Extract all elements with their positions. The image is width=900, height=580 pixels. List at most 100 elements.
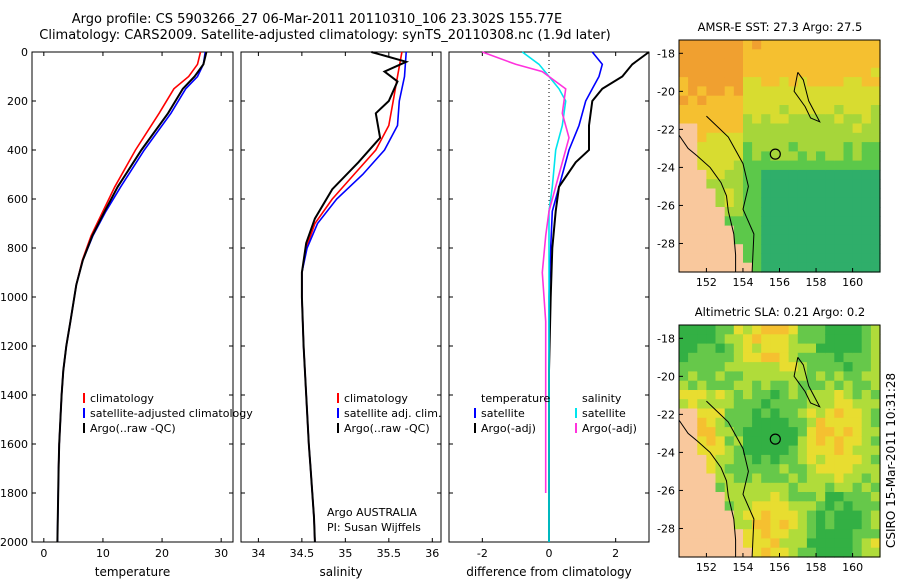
map-cell <box>834 464 844 475</box>
map-cell <box>843 547 854 558</box>
map-cell <box>752 216 762 227</box>
map-cell <box>779 262 790 273</box>
map-cell <box>724 325 735 335</box>
map-cell <box>861 390 872 400</box>
map-cell <box>797 510 808 521</box>
map-cell <box>825 492 835 502</box>
map-cell <box>816 427 826 437</box>
map-cell <box>752 77 762 87</box>
map-cell <box>688 67 698 78</box>
map-cell <box>825 123 835 134</box>
map-cell <box>806 123 817 134</box>
map-cell <box>779 77 790 87</box>
map-cell <box>715 362 726 372</box>
map-cell <box>715 417 726 428</box>
map-cell <box>834 188 844 199</box>
map-cell <box>761 510 771 521</box>
x-tick-label: 10 <box>96 547 110 560</box>
map-cell <box>797 207 808 217</box>
map-cell <box>761 225 771 236</box>
map-cell <box>761 244 771 255</box>
map-cell <box>825 225 835 236</box>
map-cell <box>861 362 872 372</box>
map-cell <box>715 473 726 484</box>
map-cell <box>797 262 808 273</box>
y-tick-label: 1000 <box>0 291 28 304</box>
map-cell <box>706 352 717 363</box>
map-cell <box>688 427 698 437</box>
map-cell <box>679 473 689 484</box>
map-cell <box>679 188 689 199</box>
map-cell <box>806 105 817 115</box>
map-cell <box>861 510 872 521</box>
map-cell <box>834 262 844 273</box>
map-cell <box>770 179 781 190</box>
map-cell <box>688 399 698 410</box>
map-cell <box>679 132 689 143</box>
map-cell <box>697 343 707 354</box>
map-x-tick-label: 156 <box>769 276 790 289</box>
map-cell <box>825 105 835 115</box>
map-cell <box>834 334 844 345</box>
map-cell <box>724 40 735 50</box>
map-cell <box>870 343 881 354</box>
map-x-tick-label: 152 <box>696 276 717 289</box>
map-cell <box>816 253 826 264</box>
map-cell <box>825 417 835 428</box>
map-cell <box>724 151 735 162</box>
map-cell <box>806 216 817 227</box>
map-cell <box>788 86 799 97</box>
map-cell <box>770 538 781 549</box>
map-cell <box>770 234 781 245</box>
legend-entry: satellite <box>582 407 626 420</box>
map-cell <box>733 380 744 391</box>
map-cell <box>806 399 817 410</box>
map-cell <box>688 343 698 354</box>
map-cell <box>797 151 808 162</box>
map-cell <box>679 197 689 208</box>
map-cell <box>797 58 808 69</box>
map-cell <box>743 492 753 502</box>
map-cell <box>806 408 817 419</box>
map-cell <box>679 244 689 255</box>
map-cell <box>743 371 753 382</box>
map-cell <box>724 547 735 558</box>
map-x-tick-label: 158 <box>806 561 827 574</box>
map-cell <box>806 352 817 363</box>
map-cell <box>870 492 881 502</box>
map-cell <box>779 352 790 363</box>
map-cell <box>706 95 717 106</box>
map-cell <box>779 160 790 171</box>
map-cell <box>770 482 781 493</box>
map-cell <box>843 510 854 521</box>
map-cell <box>688 371 698 382</box>
x-tick-label: -2 <box>477 547 488 560</box>
map-cell <box>724 58 735 69</box>
map-y-tick-label: -28 <box>657 522 675 535</box>
map-cell <box>870 253 881 264</box>
map-cell <box>779 371 790 382</box>
map-cell <box>870 40 881 50</box>
map-cell <box>825 362 835 372</box>
map-cell <box>852 123 863 134</box>
map-cell <box>852 105 863 115</box>
map-cell <box>770 58 781 69</box>
map-cell <box>870 519 881 530</box>
map-cell <box>779 501 790 512</box>
map-cell <box>724 169 735 180</box>
map-cell <box>816 67 826 78</box>
legend-entry: climatology <box>344 392 408 405</box>
map-cell <box>743 197 753 208</box>
map-cell <box>797 436 808 447</box>
map-cell <box>779 188 790 199</box>
map-cell <box>706 132 717 143</box>
map-cell <box>724 380 735 391</box>
map-cell <box>761 362 771 372</box>
map-cell <box>816 151 826 162</box>
map-cell <box>870 473 881 484</box>
map-cell <box>797 492 808 502</box>
map-cell <box>825 547 835 558</box>
map-cell <box>733 547 744 558</box>
map-cell <box>679 151 689 162</box>
map-cell <box>706 188 717 199</box>
